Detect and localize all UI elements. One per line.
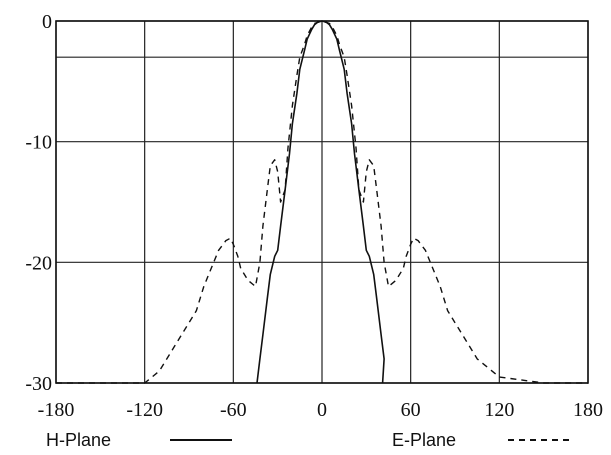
x-tick-label: 60 xyxy=(401,399,421,421)
series-line-e-plane xyxy=(56,20,588,384)
x-tick-label: -180 xyxy=(38,399,75,421)
tick-labels: -180 -120 -60 0 60 120 180 0 -10 -20 -30 xyxy=(25,11,603,421)
legend: H-Plane E-Plane xyxy=(46,430,570,450)
legend-e-plane-label: E-Plane xyxy=(392,430,456,450)
y-tick-label: -20 xyxy=(25,252,52,274)
y-tick-label: -10 xyxy=(25,132,52,154)
x-tick-label: 180 xyxy=(573,399,603,421)
y-tick-label: 0 xyxy=(42,11,52,33)
y-tick-label: -30 xyxy=(25,373,52,395)
x-tick-label: 120 xyxy=(484,399,514,421)
x-tick-label: -120 xyxy=(126,399,163,421)
x-tick-label: -60 xyxy=(220,399,247,421)
legend-h-plane-label: H-Plane xyxy=(46,430,111,450)
grid xyxy=(55,20,589,384)
x-tick-label: 0 xyxy=(317,399,327,421)
series-line-h-plane xyxy=(256,20,385,384)
series-lines xyxy=(56,20,588,384)
